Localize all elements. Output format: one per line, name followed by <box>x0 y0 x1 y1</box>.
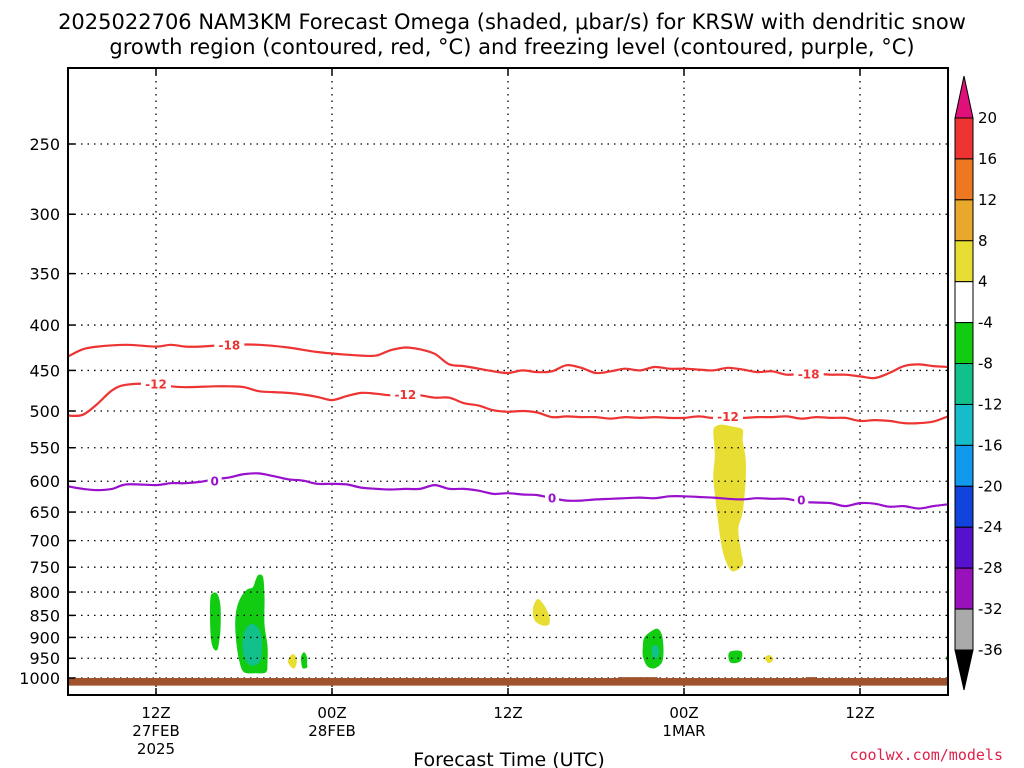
y-tick-label-650: 650 <box>29 503 60 522</box>
contour-label-bg-3-1 <box>207 473 222 490</box>
colorbar-label-5: 4 <box>978 273 988 291</box>
y-tick-label-300: 300 <box>29 205 60 224</box>
colorbar-label-2: 16 <box>978 150 997 168</box>
contour-label-2-2: -12 <box>394 388 416 402</box>
colorbar-bin-1 <box>954 117 974 160</box>
y-tick-label-350: 350 <box>29 265 60 284</box>
colorbar-bin-4 <box>954 240 974 283</box>
x-axis-title: Forecast Time (UTC) <box>413 749 604 768</box>
y-tick-label-450: 450 <box>29 361 60 380</box>
colorbar-label-4: 8 <box>978 232 988 250</box>
chart-title-line-1: 2025022706 NAM3KM Forecast Omega (shaded… <box>58 10 966 34</box>
colorbar-label-11: -24 <box>978 518 1003 536</box>
colorbar-bin-13 <box>954 608 974 651</box>
contour-label-bg-2-2 <box>390 386 421 403</box>
x-tick-sublabel-2-1: 28FEB <box>308 722 355 740</box>
contour-label-1-2: -18 <box>798 367 820 381</box>
y-tick-label-700: 700 <box>29 532 60 551</box>
colorbar-label-9: -16 <box>978 436 1003 454</box>
colorbar-label-3: 12 <box>978 191 997 209</box>
omega-region-10 <box>532 599 550 626</box>
x-tick-sublabel-1-2: 2025 <box>137 740 175 758</box>
colorbar-bottom-arrow <box>954 649 974 691</box>
y-tick-label-750: 750 <box>29 558 60 577</box>
colorbar-bin-8 <box>954 403 974 446</box>
colorbar-bin-2 <box>954 158 974 201</box>
omega-region-3 <box>242 623 263 666</box>
y-tick-label-500: 500 <box>29 402 60 421</box>
contour-label-3-2: 0 <box>548 492 556 506</box>
x-tick-sublabel-1-1: 27FEB <box>132 722 179 740</box>
contour-label-bg-1-1 <box>214 336 245 353</box>
plot-frame <box>67 67 949 696</box>
y-tick-label-800: 800 <box>29 583 60 602</box>
x-tick-label-1: 12Z <box>141 704 170 722</box>
y-tick-label-1000: 1000 <box>19 669 60 688</box>
contour-label-bg-2-1 <box>141 375 171 392</box>
x-tick-sublabel-4-1: 1MAR <box>662 722 705 740</box>
chart-title-line-2: growth region (contoured, red, °C) and f… <box>109 35 914 59</box>
y-tick-label-950: 950 <box>29 649 60 668</box>
colorbar-label-1: 20 <box>978 109 997 127</box>
y-tick-label-850: 850 <box>29 606 60 625</box>
colorbar-bin-9 <box>954 444 974 487</box>
omega-region-4 <box>300 652 308 669</box>
y-axis-ticks: 250 300 350 400 450 500 550 600 650 700 750 800 850 9… <box>19 135 75 688</box>
colorbar-label-14: -36 <box>978 641 1003 659</box>
colorbar-bin-11 <box>954 526 974 569</box>
colorbar-bin-3 <box>954 199 974 242</box>
contour-label-2-1: -12 <box>145 377 167 391</box>
colorbar-bin-7 <box>954 363 974 405</box>
x-tick-label-3: 12Z <box>493 704 522 722</box>
contour-label-3-3: 0 <box>797 494 805 508</box>
contour-label-2-3: -12 <box>717 410 739 424</box>
colorbar-label-7: -8 <box>978 355 993 373</box>
contour-label-bg-3-3 <box>794 492 809 509</box>
y-tick-label-600: 600 <box>29 472 60 491</box>
y-tick-label-550: 550 <box>29 439 60 458</box>
omega-region-6 <box>651 644 660 660</box>
omega-region-1 <box>209 592 221 651</box>
colorbar-label-12: -28 <box>978 559 1003 577</box>
contour-label-bg-1-2 <box>793 365 824 382</box>
colorbar-bin-6 <box>954 322 974 365</box>
colorbar: 20 16 12 8 4 -4 -8 -12 -16 -20 -24 -28 -32 -36 <box>954 75 1003 691</box>
x-tick-label-4: 00Z <box>669 704 698 722</box>
x-tick-label-5: 12Z <box>845 704 874 722</box>
colorbar-label-6: -4 <box>978 314 993 332</box>
credit-text: coolwx.com/models <box>849 746 1003 764</box>
contour-layer: -18 -18 -12 -12 -12 0 0 0 <box>67 336 949 510</box>
omega-region-7 <box>728 650 743 664</box>
contour-label-bg-3-2 <box>545 490 559 507</box>
surface-layer <box>68 677 948 686</box>
contour-label-bg-2-3 <box>713 408 743 425</box>
contour-label-1-1: -18 <box>218 338 240 352</box>
surface-strip-1 <box>68 678 948 686</box>
contour-label-3-1: 0 <box>210 475 218 489</box>
colorbar-bin-10 <box>954 485 974 528</box>
omega-region-11 <box>764 654 774 664</box>
surface-strip-3 <box>805 677 816 678</box>
colorbar-bin-5 <box>954 281 974 324</box>
x-tick-label-2: 00Z <box>317 704 346 722</box>
colorbar-label-10: -20 <box>978 477 1003 495</box>
y-tick-label-250: 250 <box>29 135 60 154</box>
surface-strip-2 <box>618 677 658 678</box>
colorbar-bin-12 <box>954 567 974 610</box>
y-tick-label-400: 400 <box>29 316 60 335</box>
colorbar-label-13: -32 <box>978 600 1003 618</box>
y-tick-label-900: 900 <box>29 628 60 647</box>
contour-line-2 <box>67 382 949 425</box>
colorbar-label-8: -12 <box>978 395 1003 413</box>
